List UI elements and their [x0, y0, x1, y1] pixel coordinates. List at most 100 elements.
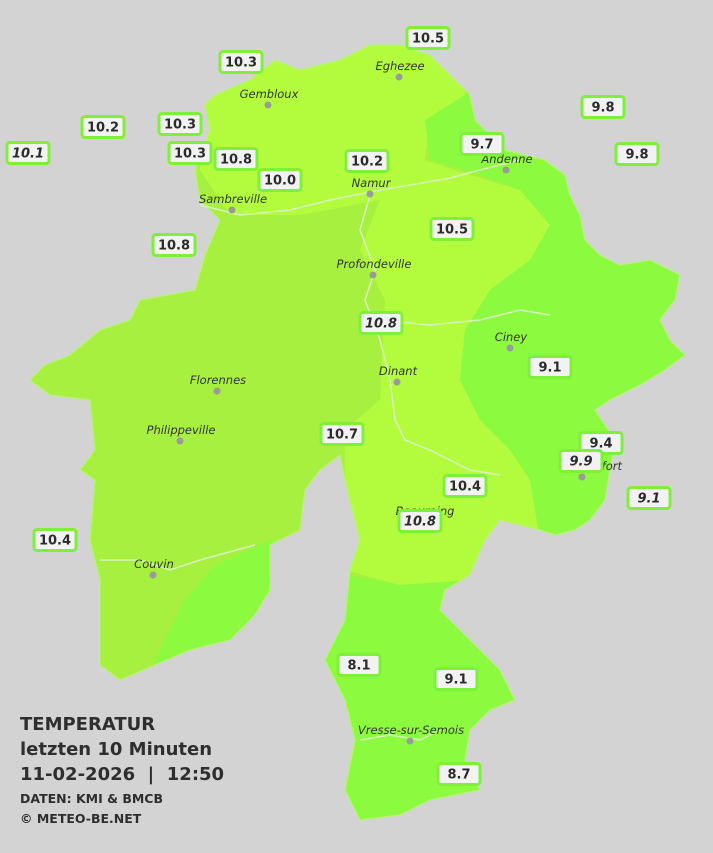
reading-value: 10.3	[174, 147, 206, 162]
reading: 9.1	[626, 486, 672, 510]
reading-value: 9.1	[538, 361, 561, 376]
town-dot	[578, 473, 586, 481]
reading-value: 9.9	[569, 455, 592, 470]
reading-box	[344, 149, 390, 173]
town-label: Namur	[352, 176, 392, 190]
reading-box	[257, 168, 303, 192]
reading: 10.5	[429, 217, 475, 241]
reading: 8.1	[336, 653, 382, 677]
reading-value: 8.7	[447, 768, 470, 783]
reading-value: 9.8	[591, 101, 614, 116]
reading-value: 10.8	[404, 515, 436, 530]
reading-box	[433, 667, 479, 691]
reading-value: 10.8	[158, 239, 190, 254]
reading: 10.1	[5, 141, 51, 165]
reading: 10.2	[80, 115, 126, 139]
town-dot	[213, 387, 221, 395]
town-dot	[393, 378, 401, 386]
town-dot	[176, 437, 184, 445]
reading-value: 10.5	[436, 223, 468, 238]
reading-value: 9.8	[625, 148, 648, 163]
reading-box	[397, 509, 443, 533]
reading-value: 10.2	[87, 121, 119, 136]
reading-value: 10.3	[225, 56, 257, 71]
reading: 9.9	[558, 449, 604, 473]
town-dot	[366, 190, 374, 198]
reading: 9.7	[459, 132, 505, 156]
reading-value: 10.0	[264, 174, 296, 189]
reading-box	[213, 147, 259, 171]
reading-value: 10.5	[412, 32, 444, 47]
reading-value: 10.1	[12, 147, 44, 162]
reading: 10.4	[442, 474, 488, 498]
readings: 10.5 10.3 9.8 10.2 10.3 10.1 10.3 10.8 10.2 9.7 9.…	[5, 26, 672, 786]
reading-value: 10.3	[164, 118, 196, 133]
town-label: Eghezee	[375, 59, 424, 73]
town-dot	[228, 206, 236, 214]
town-label: Gembloux	[240, 87, 299, 101]
reading-value: 10.8	[220, 153, 252, 168]
reading: 10.4	[32, 528, 78, 552]
reading-value: 10.2	[351, 155, 383, 170]
town-dot	[502, 166, 510, 174]
town-label: Philippeville	[147, 423, 216, 437]
town-label: Dinant	[379, 364, 418, 378]
reading-box	[218, 50, 264, 74]
reading-box	[626, 486, 672, 510]
town-label: Sambreville	[199, 192, 267, 206]
legend-subtitle: letzten 10 Minuten	[20, 739, 212, 760]
reading-value: 10.4	[449, 480, 481, 495]
legend-copyright: © METEO-BE.NET	[20, 811, 142, 826]
town-dot	[406, 737, 414, 745]
reading-box	[459, 132, 505, 156]
reading: 10.8	[213, 147, 259, 171]
reading: 10.3	[218, 50, 264, 74]
town-label: Florennes	[190, 373, 246, 387]
reading: 10.8	[397, 509, 443, 533]
reading-box	[80, 115, 126, 139]
reading-box	[558, 449, 604, 473]
reading-box	[405, 26, 451, 50]
reading-box	[436, 762, 482, 786]
reading: 10.8	[358, 311, 404, 335]
town-dot	[149, 571, 157, 579]
reading-box	[167, 141, 213, 165]
reading: 10.7	[319, 422, 365, 446]
town-label: Profondeville	[337, 257, 412, 271]
reading-box	[614, 142, 660, 166]
reading-value: 9.1	[444, 673, 467, 688]
reading-value: 10.8	[365, 317, 397, 332]
reading-value: 9.4	[589, 437, 612, 452]
town-label: Vresse-sur-Semois	[358, 723, 464, 737]
reading-value: 8.1	[347, 659, 370, 674]
town-dot	[264, 101, 272, 109]
reading-value: 9.7	[470, 138, 493, 153]
reading-box	[358, 311, 404, 335]
reading-box	[429, 217, 475, 241]
legend-title: TEMPERATUR	[20, 714, 155, 735]
legend-source: DATEN: KMI & BMCB	[20, 791, 163, 806]
reading-box	[151, 233, 197, 257]
legend: TEMPERATUR letzten 10 Minuten 11-02-2026…	[20, 714, 224, 826]
reading: 9.1	[527, 355, 573, 379]
reading-value: 10.7	[326, 428, 358, 443]
reading: 10.5	[405, 26, 451, 50]
reading-box	[157, 112, 203, 136]
reading-box	[442, 474, 488, 498]
legend-timestamp: 11-02-2026 | 12:50	[20, 764, 224, 785]
town-dot	[395, 73, 403, 81]
reading: 8.7	[436, 762, 482, 786]
reading: 9.1	[433, 667, 479, 691]
reading: 10.8	[151, 233, 197, 257]
reading: 10.3	[167, 141, 213, 165]
reading-box	[336, 653, 382, 677]
reading-box	[5, 141, 51, 165]
reading: 9.8	[614, 142, 660, 166]
reading-box	[319, 422, 365, 446]
town-label: Couvin	[134, 557, 174, 571]
town-label: Ciney	[495, 330, 528, 344]
reading: 10.0	[257, 168, 303, 192]
reading: 9.8	[580, 95, 626, 119]
reading-value: 10.4	[39, 534, 71, 549]
